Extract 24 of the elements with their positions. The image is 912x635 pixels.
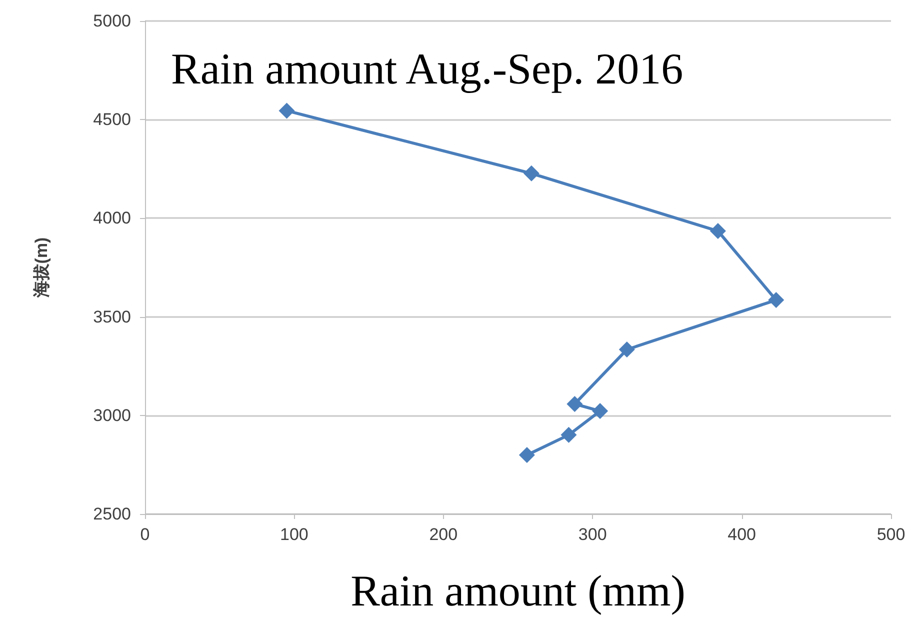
y-axis-title: 海拔(m) bbox=[32, 237, 51, 299]
y-tick-label: 2500 bbox=[93, 504, 131, 524]
x-axis-title: Rain amount (mm) bbox=[350, 566, 686, 616]
y-tick-label: 5000 bbox=[93, 12, 131, 30]
point bbox=[278, 102, 295, 119]
x-tick-label: 300 bbox=[578, 525, 607, 544]
x-tick-label: 0 bbox=[140, 525, 150, 544]
point bbox=[560, 426, 577, 443]
x-tick-label: 400 bbox=[728, 525, 756, 544]
x-tick-label: 200 bbox=[429, 525, 458, 544]
x-tick-label: 500 bbox=[876, 525, 906, 544]
point bbox=[592, 403, 608, 420]
y-tick-label: 3500 bbox=[93, 307, 131, 326]
point bbox=[710, 223, 726, 240]
point bbox=[618, 342, 635, 358]
y-tick-label: 4500 bbox=[93, 110, 131, 130]
text: Rain amount Aug.-Sep. 2016 bbox=[171, 44, 684, 94]
point bbox=[566, 396, 583, 412]
y-tick-label: 4000 bbox=[93, 208, 131, 228]
point bbox=[523, 165, 540, 182]
y-tick-label: 3000 bbox=[93, 406, 131, 425]
point bbox=[518, 447, 535, 464]
x-tick-label: 100 bbox=[280, 525, 308, 544]
point bbox=[768, 292, 784, 308]
